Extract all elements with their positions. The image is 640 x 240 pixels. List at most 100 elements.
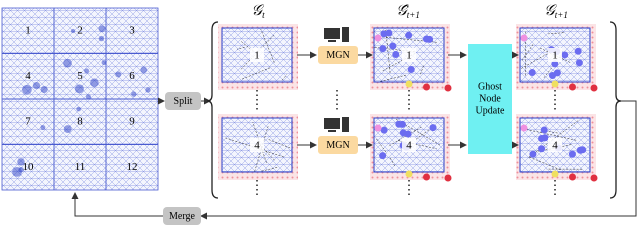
- node: [529, 150, 537, 158]
- vortex: [131, 91, 137, 97]
- cell-label: 1: [25, 24, 31, 36]
- edge: [236, 47, 245, 50]
- edge: [529, 156, 562, 171]
- ghost-node: [520, 124, 528, 132]
- ghost-node: [423, 173, 430, 181]
- arrow: [200, 100, 637, 220]
- edge: [281, 74, 288, 81]
- brace: [206, 21, 219, 199]
- node: [551, 60, 559, 68]
- cell-label: 12: [127, 161, 138, 173]
- ghost-node: [405, 80, 413, 88]
- label-bg: [250, 48, 264, 62]
- vortex: [63, 125, 72, 133]
- vortex: [98, 25, 106, 33]
- vortex: [40, 86, 48, 94]
- cell-label: 10: [23, 161, 35, 173]
- panel-label: 1: [406, 50, 412, 62]
- ghost-node: [405, 170, 413, 178]
- node: [429, 124, 437, 132]
- model-label: MGN: [326, 50, 349, 61]
- brace: [609, 21, 622, 199]
- edge: [240, 34, 275, 70]
- edge: [240, 67, 271, 80]
- merge-box: [163, 207, 201, 225]
- edge: [538, 47, 571, 63]
- model-label: MGN: [326, 140, 349, 151]
- cell-label: 11: [75, 161, 86, 173]
- node: [398, 120, 406, 128]
- edge: [260, 167, 278, 172]
- label-bg: [548, 138, 562, 152]
- symbol: 𝒢: [251, 3, 264, 19]
- panel-label: 4: [552, 140, 558, 152]
- label-bg: [402, 48, 416, 62]
- split-label: Split: [174, 96, 193, 107]
- symbol: 𝒢̂: [396, 3, 409, 19]
- ghost-update-label: Ghost: [478, 81, 502, 92]
- ghost-node: [551, 170, 559, 178]
- model-box: [318, 46, 358, 64]
- edge: [254, 126, 269, 172]
- vortex: [85, 94, 91, 100]
- vortex: [32, 81, 41, 90]
- cell-label: 8: [77, 115, 83, 127]
- edge: [267, 138, 291, 149]
- ghost-node: [551, 80, 559, 88]
- vortex: [101, 60, 107, 66]
- vortex: [22, 84, 32, 95]
- node: [540, 126, 548, 134]
- edge: [240, 40, 254, 52]
- node: [528, 69, 536, 77]
- ghost-node: [444, 174, 452, 182]
- vortex: [140, 66, 148, 74]
- vortex: [70, 28, 76, 34]
- vortex: [90, 78, 99, 87]
- subscript: t+1: [555, 10, 568, 20]
- vortex: [98, 35, 105, 42]
- graph-label: 𝒢t: [251, 3, 265, 20]
- computer-icon: [342, 27, 349, 42]
- edge: [382, 53, 416, 72]
- graph-label: 𝒢t+1: [544, 3, 568, 20]
- computer-icon: [324, 118, 340, 129]
- vortex: [18, 167, 24, 173]
- computer-icon: [342, 117, 349, 132]
- node: [389, 42, 397, 50]
- node: [407, 66, 415, 74]
- edge: [398, 140, 437, 149]
- node: [541, 134, 549, 142]
- cell-label: 7: [25, 115, 31, 127]
- panel-label: 1: [552, 50, 558, 62]
- cell-label: 4: [25, 70, 31, 82]
- panel-label: 4: [254, 140, 260, 152]
- edge: [543, 67, 552, 79]
- merge-label: Merge: [169, 211, 195, 222]
- edge: [520, 50, 554, 70]
- node: [579, 146, 587, 154]
- ghost-node: [590, 84, 598, 92]
- edge: [419, 65, 424, 76]
- computer-icon: [328, 40, 336, 42]
- panel-label: 1: [254, 50, 260, 62]
- cell-label: 5: [77, 70, 83, 82]
- model-box: [318, 136, 358, 154]
- node: [549, 72, 557, 80]
- edge: [376, 138, 388, 154]
- node: [574, 47, 582, 55]
- node: [575, 59, 583, 67]
- subscript: t: [262, 10, 265, 20]
- node: [561, 51, 569, 59]
- ghost-node: [423, 83, 430, 91]
- edge: [260, 29, 275, 63]
- vortex: [74, 84, 84, 94]
- graph-label: 𝒢̂t+1: [396, 3, 420, 20]
- cell-label: 3: [129, 24, 135, 36]
- edge: [387, 126, 422, 147]
- node: [538, 145, 546, 153]
- edge: [548, 32, 564, 35]
- ghost-node: [374, 34, 382, 42]
- node: [422, 35, 430, 43]
- node: [568, 150, 576, 158]
